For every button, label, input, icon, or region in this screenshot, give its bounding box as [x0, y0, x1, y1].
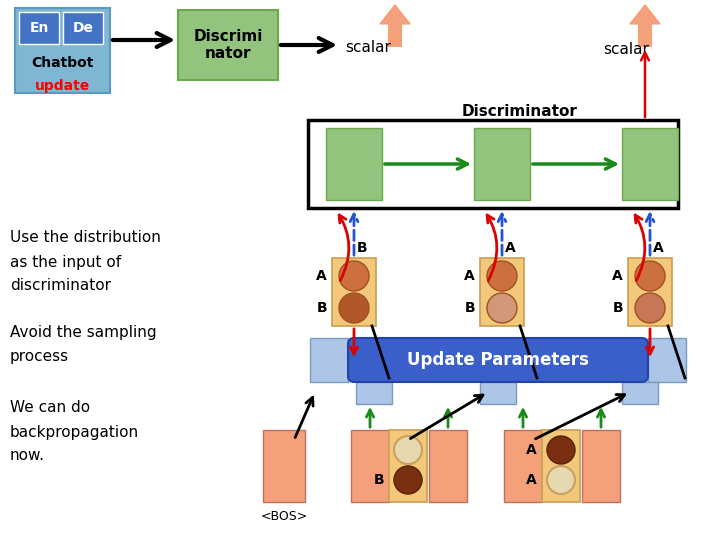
Text: B: B	[613, 301, 623, 315]
Text: Discriminator: Discriminator	[462, 105, 578, 119]
Bar	[389, 430, 427, 502]
Bar	[308, 120, 678, 208]
Text: as the input of: as the input of	[10, 254, 121, 269]
Circle shape	[635, 261, 665, 291]
Circle shape	[635, 293, 665, 323]
Text: scalar: scalar	[603, 43, 649, 57]
Bar	[480, 258, 524, 326]
Text: De: De	[73, 21, 94, 35]
Text: A: A	[653, 241, 664, 255]
Bar	[388, 24, 402, 47]
Bar	[638, 24, 652, 47]
Bar	[356, 382, 392, 404]
Text: A: A	[505, 241, 516, 255]
Bar	[582, 430, 620, 502]
Circle shape	[487, 261, 517, 291]
Text: En: En	[30, 21, 49, 35]
Circle shape	[547, 436, 575, 464]
Bar	[63, 12, 103, 44]
FancyBboxPatch shape	[348, 338, 648, 382]
Text: A: A	[612, 269, 623, 283]
Polygon shape	[630, 5, 660, 24]
Bar	[326, 128, 382, 200]
Text: B: B	[374, 473, 384, 487]
Text: A: A	[526, 443, 537, 457]
Text: discriminator: discriminator	[10, 279, 111, 294]
Text: Avoid the sampling: Avoid the sampling	[10, 325, 157, 340]
Circle shape	[487, 293, 517, 323]
Bar	[622, 128, 678, 200]
Circle shape	[547, 466, 575, 494]
Text: now.: now.	[10, 449, 45, 463]
Text: Chatbot: Chatbot	[31, 56, 93, 70]
Text: Update Parameters: Update Parameters	[407, 351, 589, 369]
Circle shape	[394, 466, 422, 494]
Text: backpropagation: backpropagation	[10, 424, 139, 440]
Circle shape	[394, 436, 422, 464]
Text: A: A	[464, 269, 475, 283]
Circle shape	[339, 261, 369, 291]
Text: Discrimi
nator: Discrimi nator	[193, 29, 263, 61]
Text: process: process	[10, 348, 69, 363]
Polygon shape	[380, 5, 410, 24]
Text: A: A	[316, 269, 327, 283]
Bar	[622, 382, 658, 404]
Bar	[263, 430, 305, 502]
Bar	[480, 382, 516, 404]
Text: scalar: scalar	[345, 39, 391, 55]
Text: update: update	[35, 79, 89, 93]
Circle shape	[339, 293, 369, 323]
Text: We can do: We can do	[10, 401, 90, 415]
Bar	[351, 430, 389, 502]
Text: <BOS>: <BOS>	[261, 510, 307, 523]
Text: B: B	[464, 301, 475, 315]
Bar	[542, 430, 580, 502]
Bar	[332, 258, 376, 326]
Bar	[474, 128, 530, 200]
Text: Use the distribution: Use the distribution	[10, 231, 161, 246]
Text: B: B	[316, 301, 327, 315]
Bar	[648, 338, 686, 382]
Text: A: A	[526, 473, 537, 487]
Bar	[628, 258, 672, 326]
Bar	[178, 10, 278, 80]
Bar	[310, 338, 348, 382]
Bar	[429, 430, 467, 502]
Bar	[504, 430, 542, 502]
Text: B: B	[357, 241, 368, 255]
Bar	[19, 12, 59, 44]
Bar	[15, 8, 110, 93]
